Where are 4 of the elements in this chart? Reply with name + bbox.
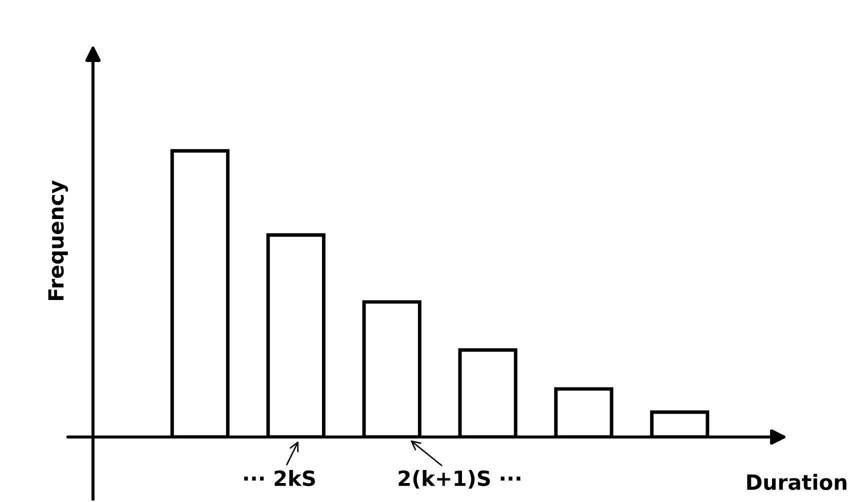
x-axis-title: Duration xyxy=(747,474,846,490)
text: ··· 2kS xyxy=(244,470,315,486)
y-axis-title: Frequency xyxy=(48,180,68,300)
text: 2(k+1)S ··· xyxy=(398,470,520,489)
